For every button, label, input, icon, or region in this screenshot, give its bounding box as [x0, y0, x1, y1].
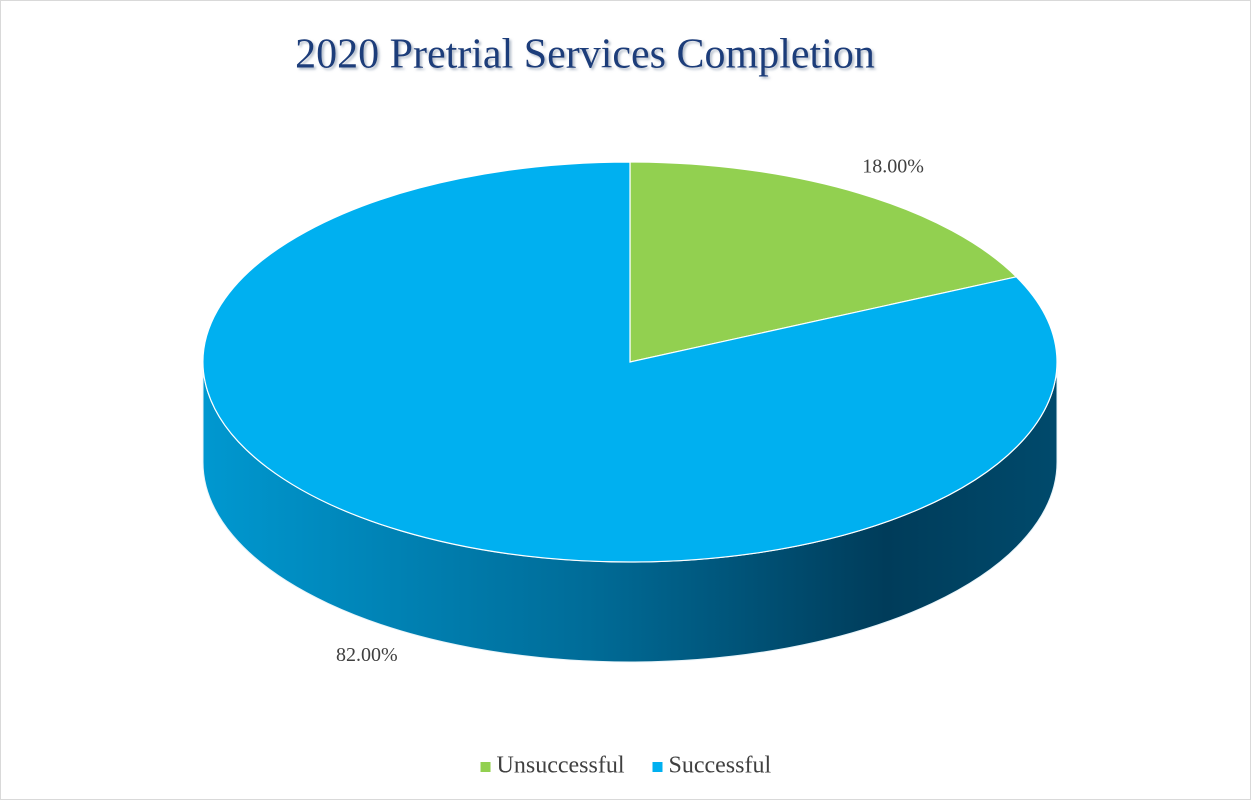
pie-slice — [629, 161, 1018, 363]
pie-slice — [202, 161, 1058, 563]
legend: Unsuccessful Successful — [480, 753, 771, 779]
legend-swatch — [480, 762, 491, 772]
chart-title: 2020 Pretrial Services Completion — [295, 32, 875, 78]
legend-label: Successful — [668, 753, 771, 779]
legend-label: Unsuccessful — [497, 753, 625, 779]
data-label: 82.00% — [336, 644, 398, 666]
legend-swatch — [652, 762, 663, 772]
data-label: 18.00% — [862, 155, 924, 177]
